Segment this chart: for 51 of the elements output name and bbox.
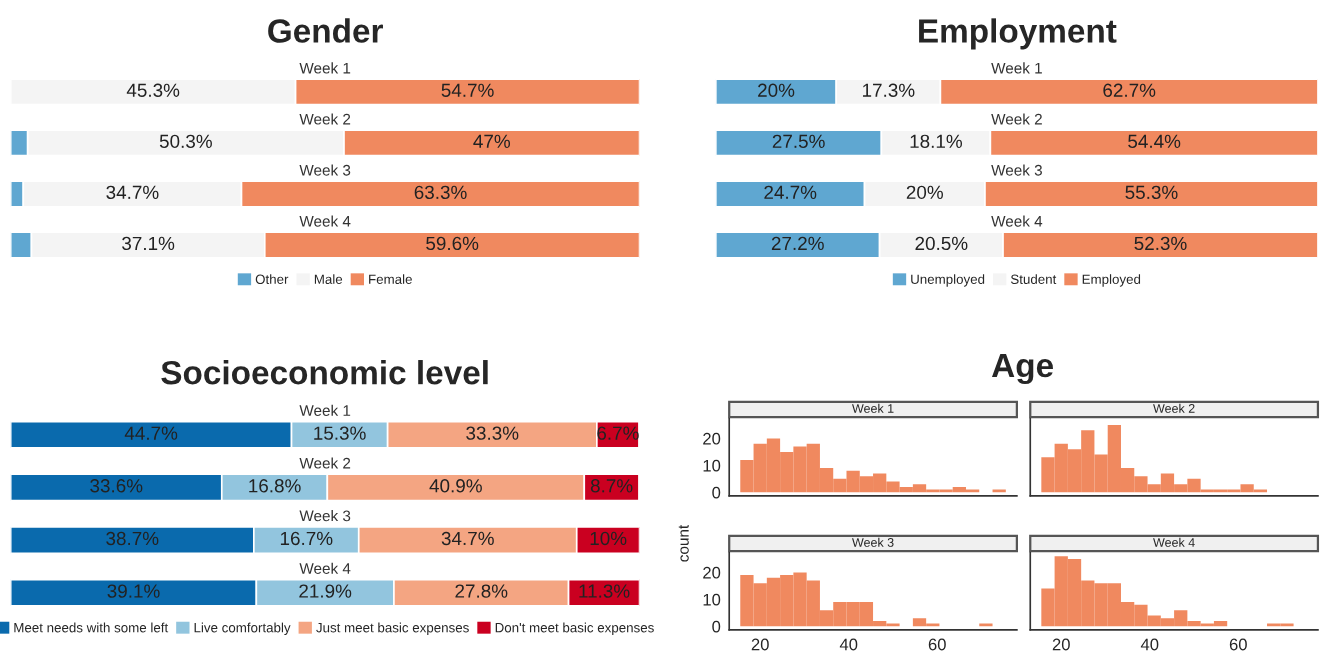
data-label: 52.3% [1134, 236, 1187, 251]
chart-title: Employment [919, 18, 1117, 50]
data-label: 62.7% [1103, 83, 1156, 97]
y-tick-label: 10 [703, 459, 721, 472]
data-label: 27.8% [455, 584, 508, 598]
data-label: 47% [473, 134, 511, 148]
data-label: 27.2% [771, 236, 824, 251]
data-label: 8.7% [590, 479, 633, 493]
y-tick-label: 0 [712, 486, 721, 499]
data-label: 59.6% [426, 236, 479, 251]
x-tick-label: 60 [1229, 638, 1247, 651]
chart-title: Socioeconomic level [161, 360, 488, 385]
x-tick-label: 60 [928, 638, 946, 651]
x-tick-label: 20 [751, 638, 769, 651]
data-label: 54.7% [441, 83, 494, 97]
data-label: 45.3% [126, 83, 180, 97]
data-label: 39.1% [107, 584, 160, 598]
data-label: 37.1% [122, 236, 175, 251]
data-label: 10% [590, 531, 627, 546]
data-label: 17.3% [862, 83, 915, 97]
chart-title: Age [991, 354, 1053, 385]
data-label: 34.7% [106, 185, 159, 200]
y-tick-label: 20 [703, 566, 721, 579]
y-tick-label: 20 [703, 432, 721, 445]
x-tick-label: 40 [839, 638, 858, 651]
chart-title: Gender [268, 18, 383, 43]
data-label: 40.9% [429, 479, 482, 493]
data-label: 18.1% [910, 134, 963, 148]
data-label: 16.8% [249, 479, 301, 493]
data-label: 63.3% [414, 185, 467, 200]
data-label: 20% [758, 83, 795, 97]
data-label: 44.7% [124, 426, 178, 440]
x-tick-label: 40 [1140, 638, 1159, 651]
data-label: 11.3% [579, 584, 630, 598]
data-label: 38.7% [106, 531, 159, 546]
y-tick-label: 10 [703, 593, 721, 606]
data-label: 16.7% [280, 531, 333, 546]
y-tick-label: 0 [712, 620, 721, 633]
data-label: 20.5% [915, 236, 968, 251]
data-label: 27.5% [772, 134, 825, 148]
data-label: 34.7% [441, 531, 494, 546]
data-label: 33.6% [90, 479, 143, 493]
data-label: 50.3% [159, 134, 212, 148]
data-label: 33.3% [466, 426, 519, 440]
data-label: 15.3% [314, 426, 366, 440]
data-label: 55.3% [1125, 185, 1178, 200]
data-label: 24.7% [764, 185, 817, 199]
data-label: 20% [906, 185, 943, 200]
data-label: 54.4% [1128, 134, 1181, 148]
data-label: 21.9% [299, 584, 352, 598]
x-tick-label: 20 [1052, 638, 1070, 651]
